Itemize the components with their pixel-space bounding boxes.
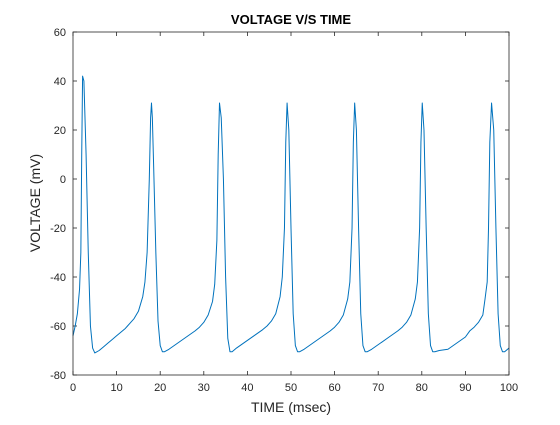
x-tick-label: 90 bbox=[459, 382, 471, 394]
x-tick-label: 60 bbox=[328, 382, 340, 394]
y-tick-label: 40 bbox=[54, 76, 66, 88]
x-tick-label: 20 bbox=[154, 382, 166, 394]
y-tick-label: -20 bbox=[50, 223, 66, 235]
plot-box bbox=[72, 31, 510, 376]
plot-area bbox=[73, 32, 509, 375]
x-axis-label: TIME (msec) bbox=[251, 399, 331, 415]
x-tick-label: 10 bbox=[110, 382, 122, 394]
y-tick-label: 0 bbox=[60, 174, 66, 186]
x-tick-label: 100 bbox=[500, 382, 518, 394]
x-tick-label: 0 bbox=[70, 382, 76, 394]
series-line-voltage bbox=[72, 75, 510, 354]
x-tick-label: 40 bbox=[241, 382, 253, 394]
x-tick-label: 30 bbox=[198, 382, 210, 394]
y-tick-label: -40 bbox=[50, 272, 66, 284]
y-tick-label: -60 bbox=[50, 321, 66, 333]
chart-title: VOLTAGE V/S TIME bbox=[231, 12, 351, 27]
axis-tick-labels: 0 10 20 30 40 50 60 70 80 90 100 -80 -60 -40 -20 0 20 40 6… bbox=[50, 27, 518, 394]
x-tick-label: 70 bbox=[372, 382, 384, 394]
y-axis-label: VOLTAGE (mV) bbox=[27, 154, 43, 252]
x-tick-label: 50 bbox=[285, 382, 297, 394]
y-tick-label: 60 bbox=[54, 27, 66, 39]
y-tick-label: -80 bbox=[50, 370, 66, 382]
y-tick-label: 20 bbox=[54, 125, 66, 137]
x-tick-label: 80 bbox=[416, 382, 428, 394]
